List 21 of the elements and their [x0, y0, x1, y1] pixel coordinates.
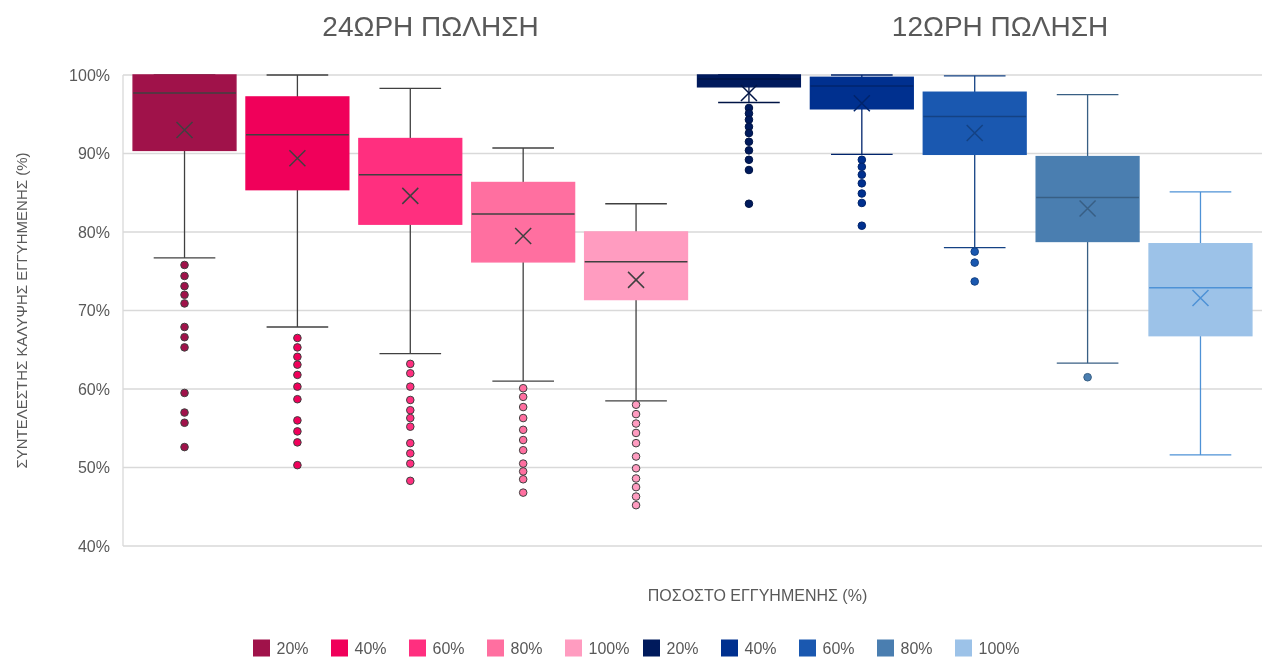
legend-label: 100% — [978, 640, 1020, 657]
legend-label: 60% — [822, 640, 855, 657]
legend-label: 20% — [666, 640, 699, 657]
legend-label: 100% — [588, 640, 630, 657]
legend-label: 20% — [276, 640, 309, 657]
x-axis-title: ΠΟΣΟΣΤΟ ΕΓΓΥΗΜΕΝΗΣ (%) — [647, 587, 868, 604]
y-tick-label: 100% — [69, 66, 110, 84]
y-tick-label: 50% — [77, 459, 110, 477]
legend-label: 80% — [510, 640, 543, 657]
text: 24ΩΡΗ ΠΩΛΗΣΗ — [322, 11, 539, 42]
legend-label: 40% — [354, 640, 387, 657]
legend-label: 60% — [432, 640, 465, 657]
legend-label: 80% — [900, 640, 933, 657]
y-tick-label: 60% — [77, 380, 110, 398]
y-tick-label: 40% — [77, 537, 110, 555]
text: 12ΩΡΗ ΠΩΛΗΣΗ — [891, 11, 1109, 42]
y-tick-label: 70% — [77, 302, 110, 320]
y-tick-label: 80% — [77, 223, 110, 241]
legend-label: 40% — [744, 640, 777, 657]
y-tick-label: 90% — [77, 145, 110, 163]
y-axis-title: ΣΥΝΤΕΛΕΣΤΗΣ ΚΑΛΥΨΗΣ ΕΓΓΥΗΜΕΝΗΣ (%) — [13, 152, 30, 469]
